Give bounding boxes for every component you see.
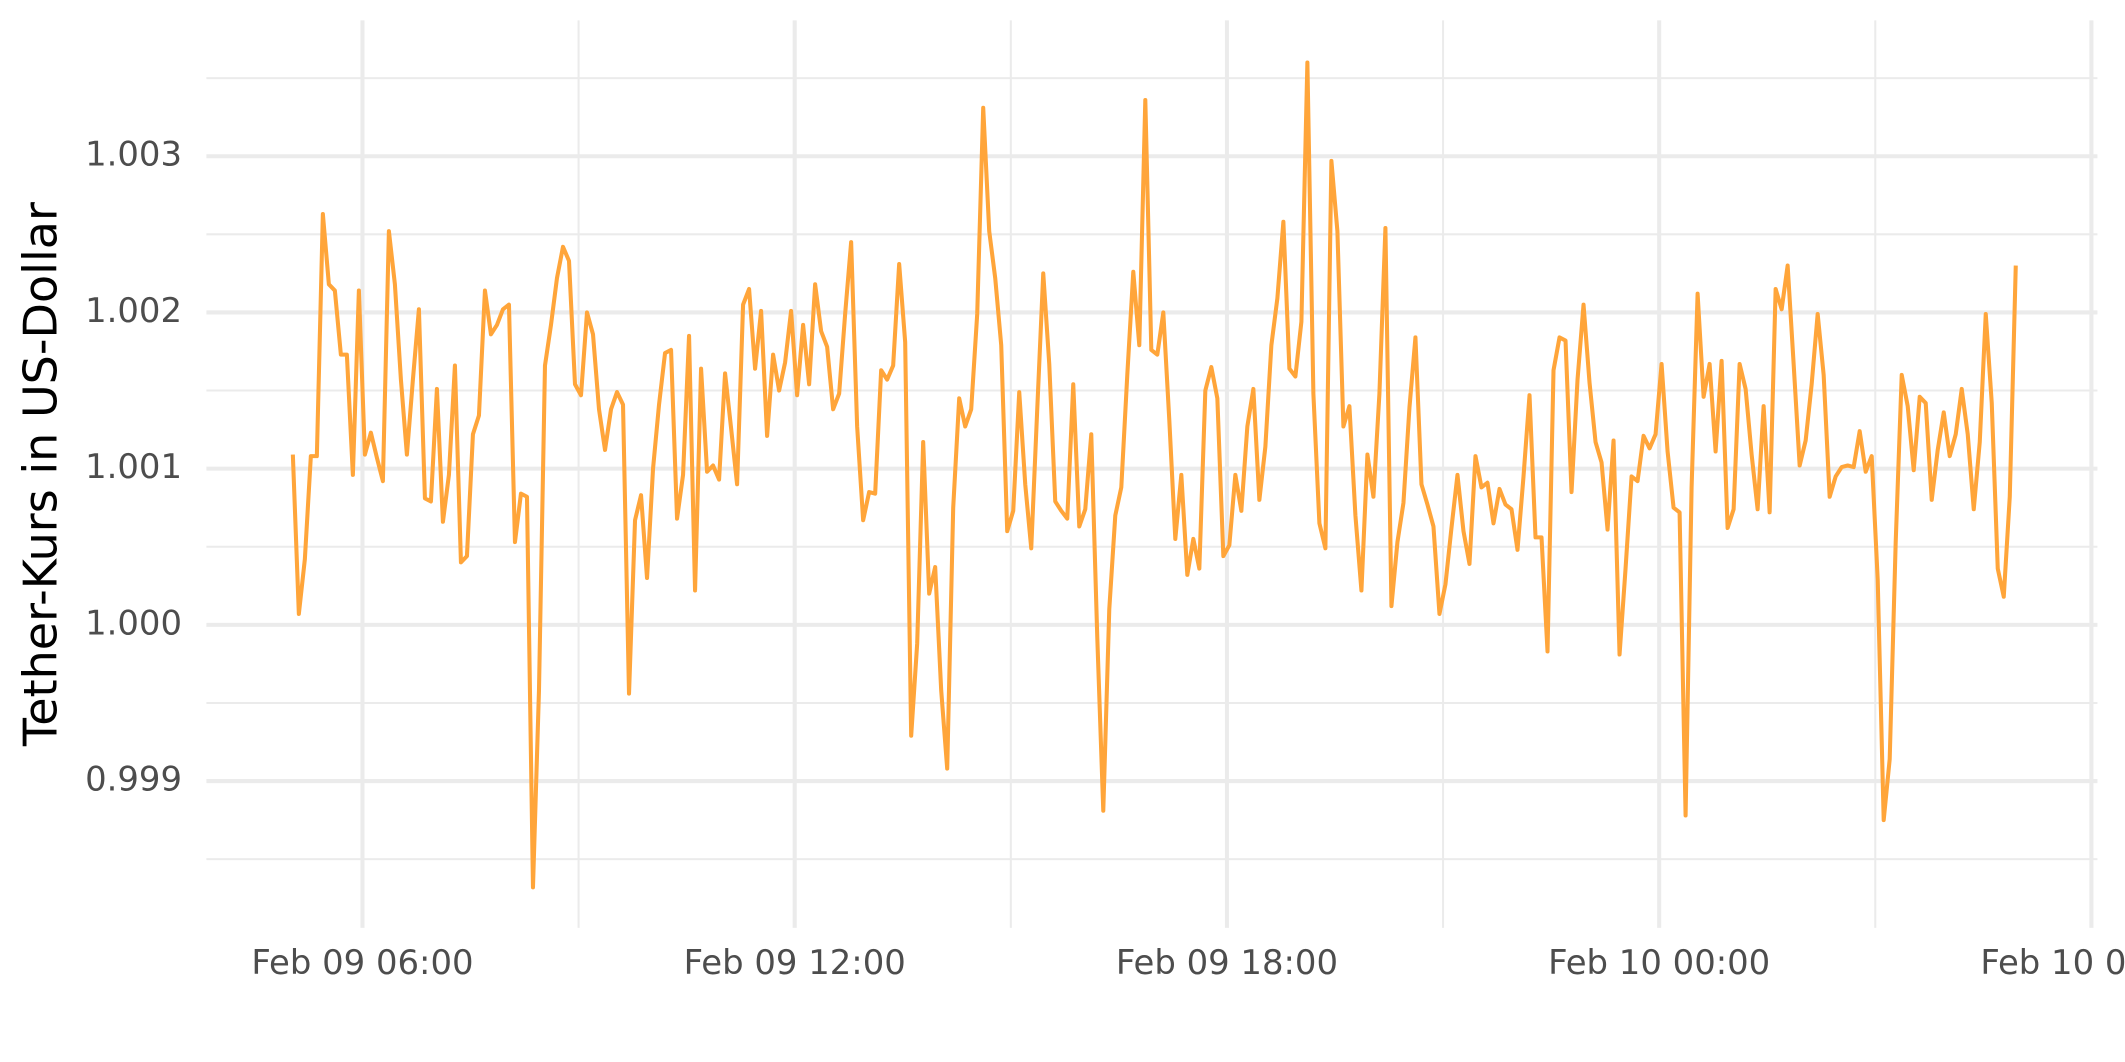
y-tick-label: 1.000 [85,603,182,642]
x-tick-label: Feb 09 06:00 [251,943,473,982]
price-line [290,60,2018,890]
x-tick-label: Feb 09 18:00 [1116,943,1338,982]
x-tick-label: Feb 09 12:00 [684,943,906,982]
x-tick-label: Feb 10 06:00 [1980,943,2125,982]
y-tick-label: 1.002 [85,291,182,330]
y-tick-label: 1.003 [85,135,182,174]
x-tick-label: Feb 10 00:00 [1548,943,1770,982]
y-tick-label: 1.001 [85,447,182,486]
y-tick-label: 0.999 [85,760,182,799]
y-axis-title: Tether-Kurs in US-Dollar [13,202,67,747]
